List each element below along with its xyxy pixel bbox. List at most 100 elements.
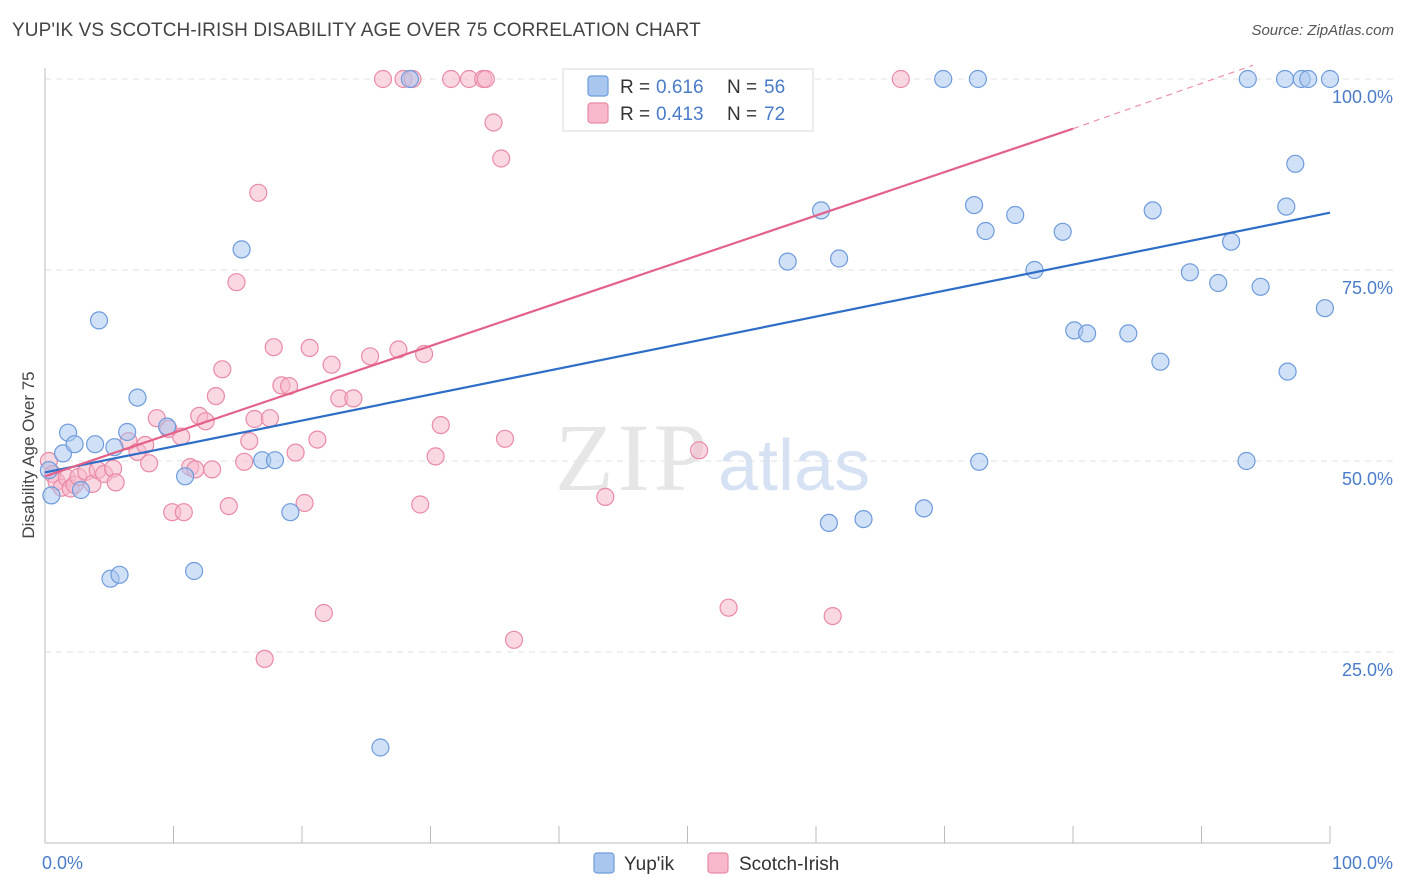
watermark-zip: ZIP (555, 404, 711, 511)
scotch-irish-point-17 (140, 454, 159, 473)
legend-n-label-yupik: N = (727, 77, 757, 98)
scotch-irish-point-32 (235, 452, 254, 471)
scotch-irish-point-70 (823, 606, 842, 626)
y-tick-label-3: 100.0% (1332, 87, 1393, 107)
series-legend: Yup'ik Scotch-Irish (593, 852, 839, 875)
scotch-irish-point-67 (596, 487, 615, 506)
scotch-irish-point-49 (361, 347, 380, 366)
zipatlas-watermark: ZIP atlas (555, 404, 870, 511)
bottom-legend-label-scotch: Scotch-Irish (739, 854, 839, 875)
scotch-irish-point-48 (344, 389, 363, 408)
scotch-irish-point-30 (219, 497, 238, 516)
scotch-irish-point-13 (106, 473, 125, 492)
yupik-point-47 (1251, 277, 1270, 296)
yupik-point-36 (1053, 222, 1072, 241)
y-tick-label-2: 75.0% (1342, 278, 1393, 298)
scotch-irish-point-45 (314, 603, 333, 623)
yupik-point-41 (1151, 352, 1170, 371)
y-tick-label-0: 25.0% (1342, 660, 1393, 680)
legend-n-value-yupik: 56 (764, 77, 785, 98)
scotch-irish-point-38 (264, 338, 283, 357)
yupik-point-4 (65, 435, 84, 454)
correlation-legend: R = 0.616 N = 56 R = 0.413 N = 72 (562, 68, 814, 132)
scotch-irish-point-35 (249, 183, 268, 202)
scotch-irish-point-54 (411, 495, 430, 514)
yupik-point-38 (1077, 324, 1097, 343)
bottom-legend-label-yupik: Yup'ik (624, 854, 675, 875)
scotch-irish-point-46 (322, 355, 341, 374)
chart-title: YUP'IK VS SCOTCH-IRISH DISABILITY AGE OV… (12, 20, 701, 41)
legend-swatch-yupik (587, 75, 609, 97)
scotch-irish-point-56 (426, 447, 445, 466)
scotch-irish-trend-extension (1072, 64, 1254, 130)
yupik-point-34 (1006, 205, 1025, 225)
yupik-point-18 (265, 451, 285, 470)
tick-labels: 25.0% 50.0% 75.0% 100.0% 0.0% 100.0% (42, 87, 1393, 873)
yupik-point-40 (1143, 201, 1162, 220)
yupik-point-14 (176, 467, 195, 486)
yupik-point-39 (1119, 324, 1138, 343)
yupik-point-5 (71, 480, 91, 500)
yupik-point-20 (371, 738, 390, 757)
yupik-point-22 (778, 252, 797, 271)
yupik-point-6 (85, 435, 105, 454)
x-tick-label-1: 100.0% (1332, 853, 1393, 873)
yupik-point-42 (1180, 263, 1200, 282)
scotch-irish-point-34 (245, 409, 264, 429)
scotch-irish-point-41 (286, 443, 305, 462)
yupik-point-50 (1286, 154, 1305, 173)
legend-r-value-yupik: 0.616 (656, 77, 704, 98)
scotch-irish-point-36 (255, 649, 274, 669)
yupik-point-21 (400, 69, 419, 89)
yupik-point-7 (89, 311, 109, 330)
scotch-irish-point-61 (476, 69, 495, 89)
yupik-point-1 (42, 486, 61, 505)
legend-n-value-scotch: 72 (764, 104, 785, 125)
scotch-irish-point-65 (504, 630, 524, 649)
yupik-point-31 (964, 196, 984, 215)
yupik-point-49 (1278, 362, 1297, 381)
x-tick-label-0: 0.0% (42, 853, 83, 873)
yupik-point-35 (1025, 260, 1044, 280)
y-axis-label: Disability Age Over 75 (19, 371, 38, 538)
scotch-irish-point-29 (213, 360, 232, 379)
scotch-irish-point-42 (295, 493, 314, 513)
scotch-irish-point-28 (206, 387, 225, 406)
yupik-point-25 (819, 513, 839, 533)
scotch-irish-point-22 (174, 503, 193, 522)
yupik-point-16 (232, 240, 251, 259)
scotch-irish-point-69 (719, 598, 738, 617)
scotch-irish-point-27 (203, 460, 222, 479)
scotch-irish-point-64 (495, 429, 515, 448)
yupik-point-30 (968, 69, 988, 89)
yupik-point-15 (185, 561, 204, 581)
yupik-point-55 (1275, 69, 1295, 89)
watermark-atlas: atlas (718, 426, 870, 506)
scotch-irish-point-50 (373, 69, 393, 89)
scotch-irish-point-44 (308, 430, 327, 449)
yupik-point-29 (934, 69, 953, 89)
bottom-legend-swatch-yupik (593, 852, 615, 874)
yupik-point-46 (1237, 451, 1256, 471)
yupik-point-11 (118, 422, 137, 442)
yupik-point-28 (914, 499, 934, 518)
legend-r-label-yupik: R = (620, 77, 650, 98)
scotch-irish-point-57 (431, 416, 450, 435)
scotch-irish-point-37 (260, 409, 279, 428)
yupik-point-53 (1320, 69, 1340, 89)
yupik-point-45 (1238, 69, 1257, 89)
scotch-irish-point-63 (492, 149, 511, 168)
yupik-point-9 (110, 565, 129, 584)
legend-n-label-scotch: N = (727, 104, 757, 125)
yupik-point-12 (128, 388, 147, 407)
yupik-point-43 (1209, 273, 1228, 293)
yupik-point-54 (1315, 299, 1335, 318)
yupik-point-19 (281, 503, 300, 522)
yupik-point-44 (1221, 232, 1241, 251)
legend-r-label-scotch: R = (620, 104, 650, 125)
yupik-point-27 (854, 509, 873, 529)
scotch-irish-point-58 (442, 69, 461, 89)
yupik-point-48 (1277, 197, 1296, 216)
yupik-point-26 (829, 249, 849, 268)
